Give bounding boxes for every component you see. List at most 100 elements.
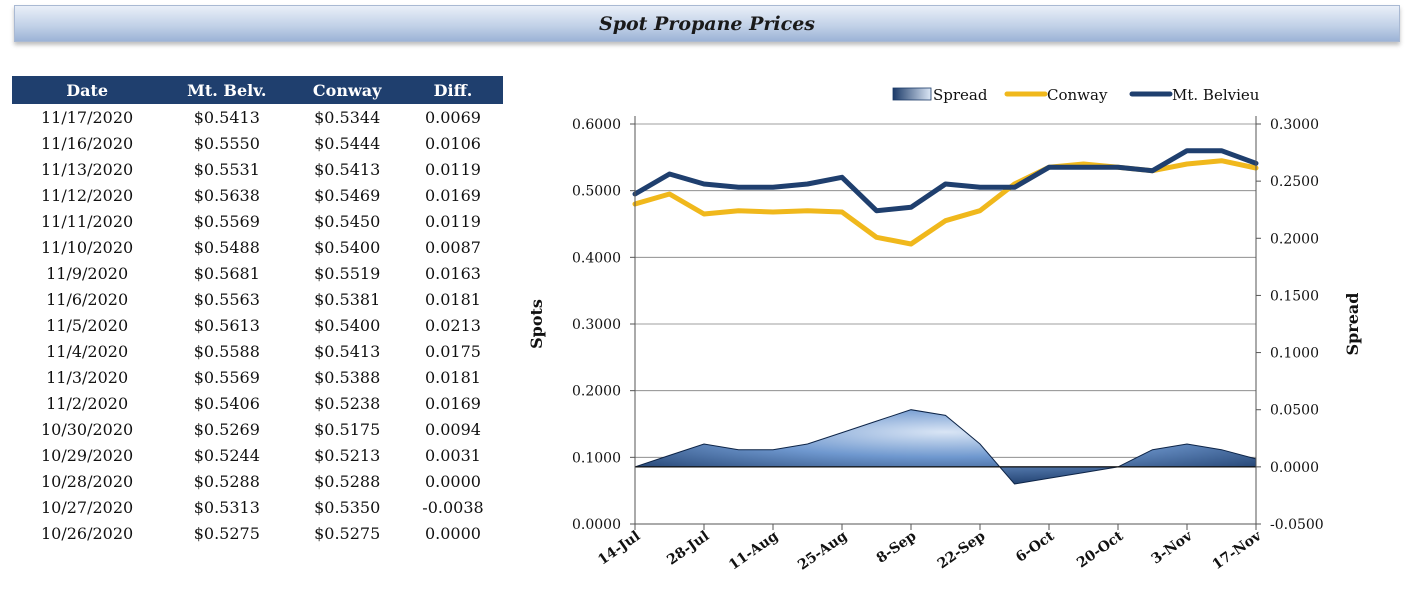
right-tick-label: 0.3000 <box>1270 117 1319 133</box>
date-cell: 11/4/2020 <box>46 341 129 361</box>
legend-label-conway: Conway <box>1047 86 1108 104</box>
diff-cell: 0.0163 <box>424 263 481 283</box>
column-header-conway: Conway <box>291 76 403 104</box>
page-title: Spot Propane Prices <box>598 13 816 35</box>
mt-belv-cell: $0.5588 <box>193 341 260 361</box>
column-header-mt-belv: Mt. Belv. <box>162 76 292 104</box>
mt-belv-cell: $0.5413 <box>193 107 260 127</box>
left-tick-label: 0.3000 <box>572 317 621 333</box>
price-chart: 0.0000 0.1000 0.2000 0.3000 0.4000 0.5000 0.60… <box>527 86 1362 573</box>
diff-cell: 0.0119 <box>424 211 481 231</box>
conway-cell: $0.5450 <box>314 211 381 231</box>
mt-belv-cell: $0.5569 <box>193 211 260 231</box>
diff-cell: 0.0106 <box>424 133 481 153</box>
column-header-date: Date <box>12 76 163 104</box>
table-body: 11/17/2020 $0.5413 $0.5344 0.0069 11/16/2020… <box>12 104 503 546</box>
mt-belv-cell: $0.5488 <box>193 237 260 257</box>
diff-cell: 0.0181 <box>424 289 481 309</box>
mt-belv-cell: $0.5613 <box>193 315 260 335</box>
mt-belv-cell: $0.5550 <box>193 133 260 153</box>
date-cell: 11/3/2020 <box>46 367 129 387</box>
date-cell: 10/30/2020 <box>41 419 134 439</box>
mt-belvieu-line <box>632 148 1259 214</box>
table-row: 11/5/2020 $0.5613 $0.5400 0.0213 <box>12 312 503 338</box>
right-tick-label: -0.0500 <box>1270 517 1324 533</box>
date-cell: 11/13/2020 <box>41 159 134 179</box>
date-cell: 11/16/2020 <box>41 133 134 153</box>
table-row: 10/26/2020 $0.5275 $0.5275 0.0000 <box>12 520 503 546</box>
legend-label-mt-belvieu: Mt. Belvieu <box>1172 86 1260 104</box>
diff-cell: 0.0181 <box>424 367 481 387</box>
conway-cell: $0.5275 <box>314 523 381 543</box>
x-tick-label: 28-Jul <box>664 528 712 568</box>
spread-area-layer <box>634 409 1257 485</box>
conway-cell: $0.5238 <box>314 393 381 413</box>
date-cell: 11/6/2020 <box>46 289 129 309</box>
left-tick-label: 0.0000 <box>572 517 621 533</box>
mt-belv-cell: $0.5681 <box>193 263 260 283</box>
date-cell: 10/28/2020 <box>41 471 134 491</box>
diff-cell: 0.0031 <box>424 445 481 465</box>
mt-belv-cell: $0.5244 <box>193 445 260 465</box>
mt-belv-cell: $0.5563 <box>193 289 260 309</box>
conway-cell: $0.5213 <box>314 445 381 465</box>
y-right-axis-title: Spread <box>1343 293 1362 356</box>
date-cell: 11/12/2020 <box>41 185 134 205</box>
diff-cell: 0.0119 <box>424 159 481 179</box>
diff-cell: 0.0069 <box>424 107 481 127</box>
left-tick-label: 0.6000 <box>572 117 621 133</box>
conway-cell: $0.5413 <box>314 159 381 179</box>
diff-cell: 0.0000 <box>424 471 481 491</box>
mt-belv-cell: $0.5638 <box>193 185 260 205</box>
conway-cell: $0.5388 <box>314 367 381 387</box>
mt-belv-cell: $0.5531 <box>193 159 260 179</box>
x-tick-label: 8-Sep <box>874 528 920 567</box>
x-tick-label: 14-Jul <box>595 528 643 568</box>
conway-cell: $0.5400 <box>314 237 381 257</box>
date-cell: 11/17/2020 <box>41 107 134 127</box>
left-tick-label: 0.4000 <box>572 250 621 266</box>
table-row: 10/29/2020 $0.5244 $0.5213 0.0031 <box>12 442 503 468</box>
x-tick-label: 6-Oct <box>1013 528 1058 566</box>
left-tick-label: 0.2000 <box>572 384 621 400</box>
y-left-axis-title: Spots <box>527 299 546 349</box>
legend-label-spread: Spread <box>933 86 988 104</box>
mt-belv-cell: $0.5569 <box>193 367 260 387</box>
table-row: 11/6/2020 $0.5563 $0.5381 0.0181 <box>12 286 503 312</box>
table-row: 11/13/2020 $0.5531 $0.5413 0.0119 <box>12 156 503 182</box>
x-tick-label: 25-Aug <box>795 528 850 573</box>
chart-legend: Spread Conway Mt. Belvieu <box>892 86 1260 104</box>
x-tick-label: 11-Aug <box>726 528 781 573</box>
conway-cell: $0.5519 <box>314 263 381 283</box>
price-table: Date Mt. Belv. Conway Diff. 11/17/2020 $0… <box>12 76 503 546</box>
diff-cell: 0.0169 <box>424 393 481 413</box>
right-tick-label: 0.0500 <box>1270 403 1319 419</box>
mt-belv-cell: $0.5313 <box>193 497 260 517</box>
mt-belv-cell: $0.5269 <box>193 419 260 439</box>
right-tick-label: 0.1000 <box>1270 346 1319 362</box>
left-tick-label: 0.1000 <box>572 450 621 466</box>
table-row: 11/16/2020 $0.5550 $0.5444 0.0106 <box>12 130 503 156</box>
right-tick-label: 0.2000 <box>1270 231 1319 247</box>
conway-cell: $0.5288 <box>314 471 381 491</box>
diff-cell: 0.0175 <box>424 341 481 361</box>
table-row: 11/9/2020 $0.5681 $0.5519 0.0163 <box>12 260 503 286</box>
conway-cell: $0.5444 <box>314 133 381 153</box>
conway-cell: $0.5413 <box>314 341 381 361</box>
table-row: 11/12/2020 $0.5638 $0.5469 0.0169 <box>12 182 503 208</box>
table-row: 11/4/2020 $0.5588 $0.5413 0.0175 <box>12 338 503 364</box>
table-row: 11/10/2020 $0.5488 $0.5400 0.0087 <box>12 234 503 260</box>
x-tick-label: 22-Sep <box>935 528 989 572</box>
table-row: 11/17/2020 $0.5413 $0.5344 0.0069 <box>12 104 503 130</box>
date-cell: 11/2/2020 <box>46 393 129 413</box>
left-tick-label: 0.5000 <box>572 184 621 200</box>
date-cell: 11/11/2020 <box>41 211 134 231</box>
x-tick-label: 3-Nov <box>1149 528 1196 568</box>
conway-cell: $0.5381 <box>314 289 381 309</box>
date-cell: 11/9/2020 <box>46 263 129 283</box>
diff-cell: 0.0094 <box>424 419 481 439</box>
diff-cell: 0.0087 <box>424 237 481 257</box>
right-tick-label: 0.2500 <box>1270 174 1319 190</box>
right-tick-label: 0.0000 <box>1270 460 1319 476</box>
mt-belv-cell: $0.5406 <box>193 393 260 413</box>
